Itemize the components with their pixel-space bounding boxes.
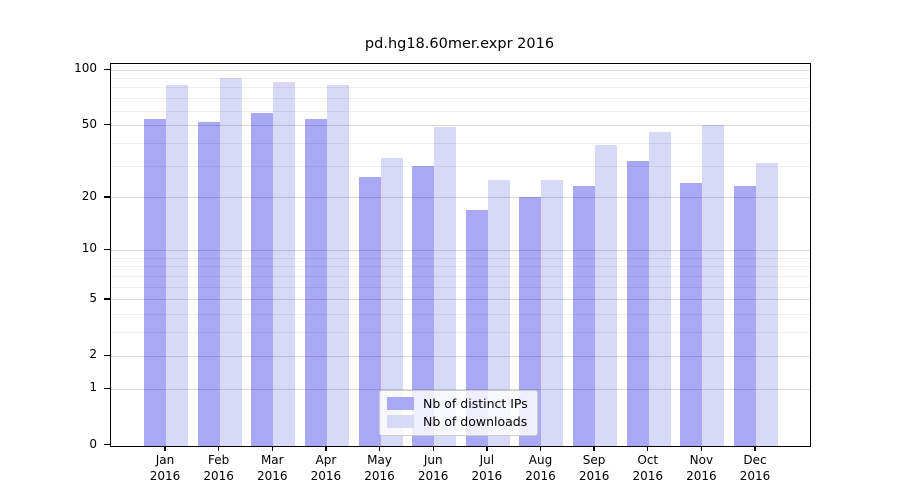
bar-distinct-ips — [197, 121, 220, 446]
bar-downloads — [166, 85, 188, 446]
bar-downloads — [487, 179, 510, 446]
x-tick-label: May 2016 — [364, 453, 395, 483]
bar-distinct-ips — [304, 118, 327, 446]
gridline-major — [111, 125, 810, 127]
legend-swatch-distinct-ips — [387, 397, 414, 410]
x-tick-mark — [486, 446, 488, 451]
y-tick-mark — [104, 298, 110, 300]
bar-distinct-ips — [680, 183, 703, 446]
legend-swatch-downloads — [387, 415, 414, 428]
bar-downloads — [219, 77, 242, 446]
x-tick-mark — [539, 446, 542, 451]
gridline-major — [111, 388, 810, 390]
x-tick-mark — [593, 446, 595, 451]
bar-distinct-ips — [519, 197, 542, 446]
gridline-minor — [111, 98, 810, 100]
x-tick-label: Mar 2016 — [256, 453, 288, 483]
bar-downloads — [273, 81, 296, 446]
gridline-major — [111, 249, 810, 251]
y-tick-mark — [104, 68, 110, 70]
gridline-minor — [111, 257, 810, 259]
bar-downloads — [434, 126, 457, 446]
bar-downloads — [541, 179, 564, 446]
x-tick-label: Oct 2016 — [632, 453, 664, 483]
chart-title: pd.hg18.60mer.expr 2016 — [364, 36, 555, 52]
x-tick-label: Feb 2016 — [203, 453, 234, 483]
gridline-minor — [111, 275, 810, 277]
bar-downloads — [380, 158, 403, 446]
x-tick-label: Sep 2016 — [578, 453, 610, 483]
y-tick-label: 100 — [74, 61, 97, 75]
bar-downloads — [756, 163, 779, 446]
x-tick-mark — [271, 446, 273, 451]
gridline-minor — [111, 266, 810, 268]
y-tick-mark — [104, 444, 110, 446]
legend-label-downloads: Nb of downloads — [423, 414, 528, 429]
gridline-major — [111, 197, 810, 199]
bar-distinct-ips — [358, 176, 381, 446]
gridline-major — [111, 69, 810, 71]
x-tick-mark — [217, 446, 220, 451]
plot-area — [110, 63, 811, 447]
y-tick-mark — [104, 354, 110, 356]
y-tick-mark — [104, 124, 110, 126]
y-tick-label: 5 — [89, 290, 97, 305]
x-tick-label: Jan 2016 — [149, 453, 181, 483]
bar-distinct-ips — [626, 160, 649, 446]
y-tick-label: 2 — [89, 347, 97, 362]
bar-distinct-ips — [251, 113, 274, 446]
x-tick-label: Apr 2016 — [310, 453, 342, 483]
bar-distinct-ips — [573, 186, 596, 446]
gridline-major — [111, 355, 810, 357]
gridline-minor — [111, 314, 810, 316]
x-tick-mark — [754, 446, 756, 451]
gridline-minor — [111, 286, 810, 288]
x-tick-mark — [432, 446, 434, 451]
gridline-minor — [111, 165, 810, 167]
legend-item-downloads: Nb of downloads — [387, 414, 528, 429]
y-tick-label: 50 — [81, 116, 97, 131]
bar-downloads — [326, 85, 349, 446]
x-tick-mark — [700, 446, 703, 451]
x-tick-mark — [325, 446, 327, 451]
x-tick-label: Aug 2016 — [525, 453, 556, 483]
x-tick-label: Dec 2016 — [739, 453, 771, 483]
y-tick-mark — [104, 387, 110, 389]
bar-distinct-ips — [412, 165, 435, 446]
x-tick-label: Nov 2016 — [686, 453, 717, 483]
y-tick-label: 10 — [81, 241, 97, 256]
bar-distinct-ips — [465, 209, 488, 446]
gridline-major — [111, 299, 810, 301]
x-tick-mark — [164, 446, 166, 451]
y-tick-label: 1 — [89, 380, 97, 395]
y-tick-mark — [104, 248, 110, 251]
bar-downloads — [595, 144, 618, 446]
legend: Nb of distinct IPs Nb of downloads — [379, 390, 538, 436]
legend-item-distinct-ips: Nb of distinct IPs — [387, 396, 528, 411]
gridline-minor — [111, 77, 810, 79]
bar-downloads — [648, 131, 671, 446]
x-tick-label: Jul 2016 — [471, 453, 503, 483]
bar-downloads — [702, 125, 725, 446]
y-tick-label: 20 — [81, 188, 97, 203]
bar-distinct-ips — [144, 118, 166, 446]
gridline-minor — [111, 110, 810, 112]
gridline-minor — [111, 332, 810, 334]
bar-distinct-ips — [734, 186, 757, 446]
legend-label-distinct-ips: Nb of distinct IPs — [423, 396, 528, 411]
x-tick-label: Jun 2016 — [417, 453, 449, 483]
gridline-minor — [111, 142, 810, 144]
y-tick-mark — [104, 196, 110, 198]
x-tick-mark — [647, 446, 649, 451]
x-tick-mark — [378, 446, 381, 451]
gridline-minor — [111, 87, 810, 89]
y-tick-label: 0 — [89, 436, 97, 451]
